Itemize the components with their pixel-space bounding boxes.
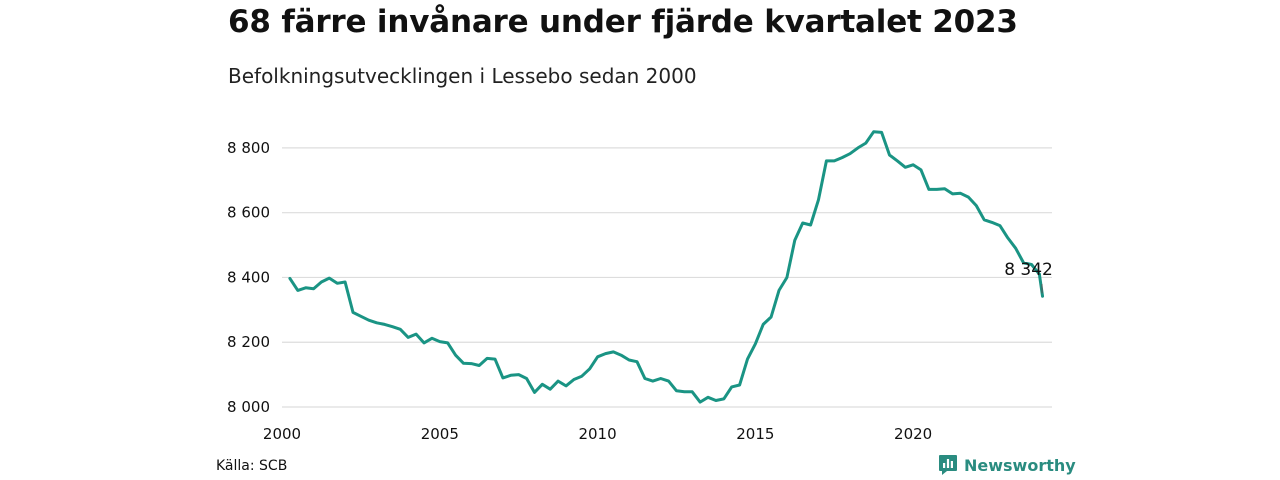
brand-logo[interactable]: Newsworthy — [938, 454, 1076, 476]
y-axis-ticks: 8 000 8 200 8 400 8 600 8 800 — [227, 139, 270, 416]
x-tick-label: 2000 — [263, 425, 301, 443]
y-tick-label: 8 800 — [227, 139, 270, 157]
gridlines — [282, 147, 1052, 408]
brand-name: Newsworthy — [964, 455, 1076, 475]
x-tick-label: 2015 — [736, 425, 774, 443]
y-tick-label: 8 400 — [227, 268, 270, 286]
x-axis-ticks: 2000 2005 2010 2015 2020 — [263, 425, 932, 443]
last-value-label: 8 342 — [1004, 260, 1053, 280]
x-tick-label: 2020 — [894, 425, 932, 443]
chart-title: 68 färre invånare under fjärde kvartalet… — [228, 4, 1018, 40]
x-tick-label: 2010 — [578, 425, 616, 443]
y-tick-label: 8 200 — [227, 333, 270, 351]
y-tick-label: 8 600 — [227, 204, 270, 222]
y-tick-label: 8 000 — [227, 398, 270, 416]
source-note: Källa: SCB — [216, 458, 288, 474]
series-line-group — [288, 130, 1045, 404]
x-tick-label: 2005 — [421, 425, 459, 443]
bar-chart-speech-bubble-icon — [939, 455, 957, 475]
chart-subtitle: Befolkningsutvecklingen i Lessebo sedan … — [228, 64, 697, 88]
series-line — [288, 130, 1041, 404]
last-value-annotation: 8 342 — [1004, 260, 1053, 294]
